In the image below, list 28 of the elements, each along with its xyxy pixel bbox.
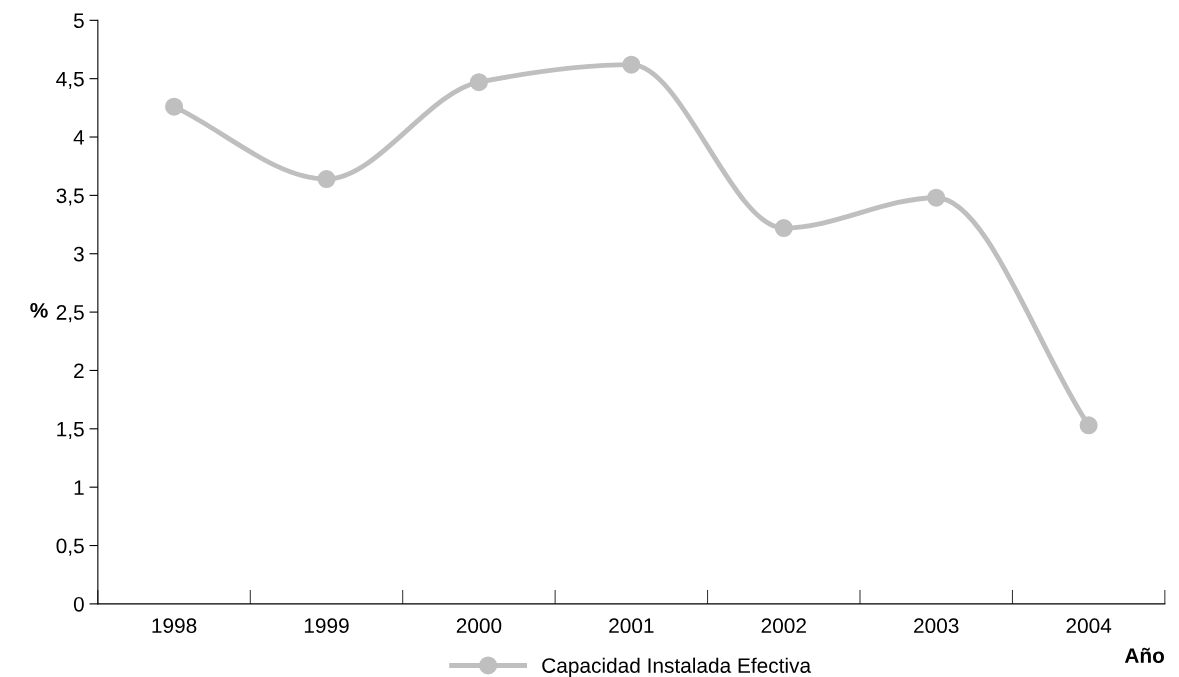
point — [469, 73, 488, 92]
x-tick-label: 2000 — [456, 618, 502, 634]
point — [774, 219, 793, 238]
y-tick-label: 4,5 — [56, 71, 84, 89]
point — [1079, 416, 1098, 435]
y-tick-label: 2,5 — [56, 305, 84, 323]
x-tick-label: 2001 — [609, 618, 654, 634]
x-tick-label: 2004 — [1066, 618, 1112, 634]
point — [165, 97, 184, 116]
x-tick-label: 1999 — [304, 618, 349, 634]
y-axis-title: % — [30, 302, 48, 318]
y-tick-label: 1,5 — [57, 422, 84, 440]
y-tick-label: 1 — [74, 480, 84, 495]
y-tick-label: 4 — [73, 130, 85, 145]
point — [317, 170, 336, 189]
point — [622, 55, 641, 74]
y-tick-label: 0 — [73, 596, 84, 612]
y-tick-label: 0,5 — [56, 538, 84, 556]
y-tick-label: 2 — [74, 363, 84, 378]
legend-label: Capacidad Instalada Efectiva — [542, 657, 812, 677]
y-tick-label: 5 — [73, 13, 84, 29]
y-tick-label: 3,5 — [56, 188, 84, 206]
x-tick-label: 2003 — [914, 618, 959, 634]
y-tick-label: 3 — [73, 246, 84, 262]
x-tick-label: 2002 — [761, 618, 806, 634]
x-axis-title: Año — [1124, 647, 1165, 663]
x-tick-label: 1998 — [152, 618, 197, 634]
point — [927, 188, 946, 207]
